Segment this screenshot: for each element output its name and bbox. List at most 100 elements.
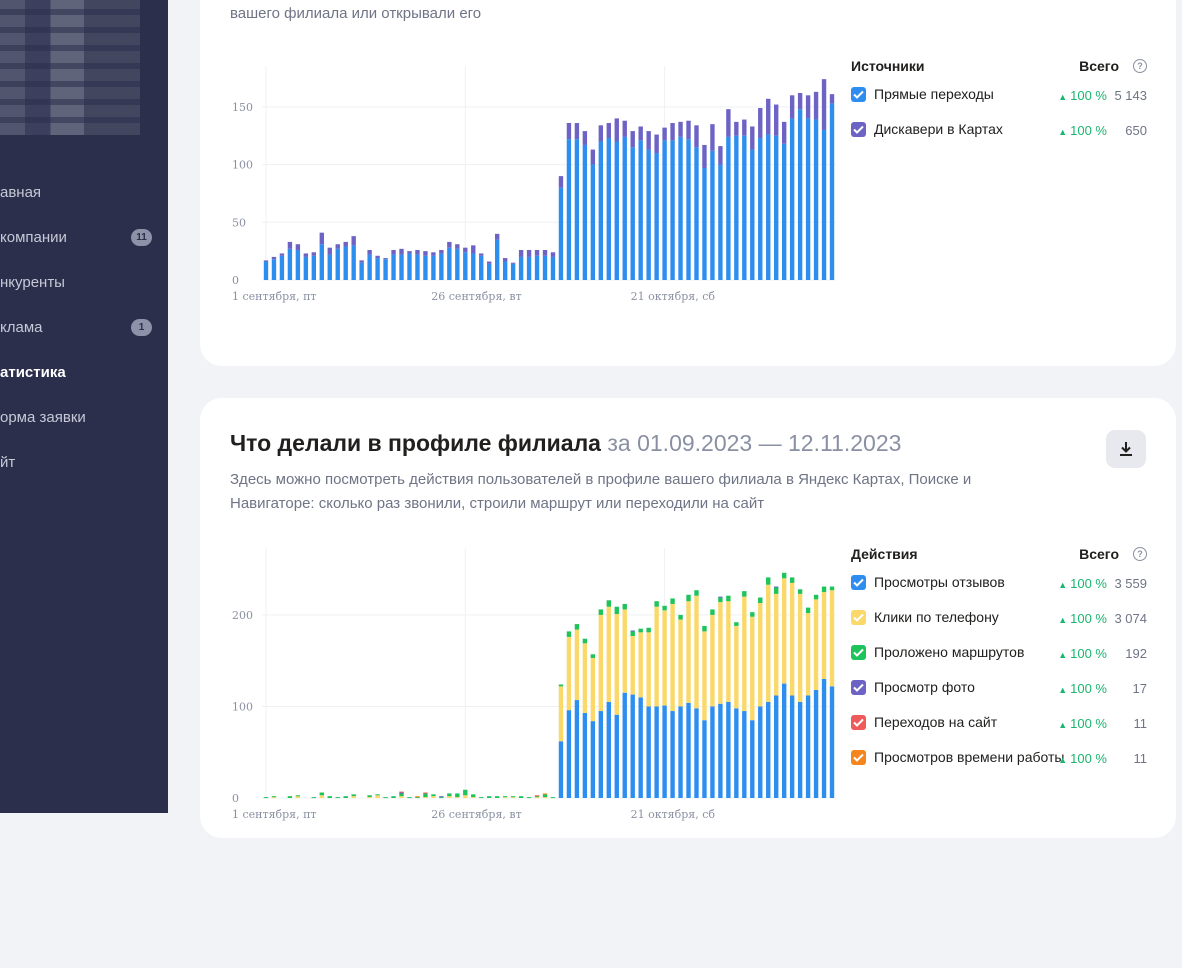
bar-segment[interactable] (383, 258, 387, 259)
bar-segment[interactable] (288, 796, 292, 798)
sidebar-item-request-form[interactable]: орма заявки (0, 395, 168, 440)
bar-segment[interactable] (543, 794, 547, 797)
bar-segment[interactable] (407, 251, 411, 253)
bar-segment[interactable] (423, 251, 427, 256)
bar-segment[interactable] (543, 793, 547, 794)
bar-segment[interactable] (391, 250, 395, 255)
bar-segment[interactable] (511, 796, 515, 797)
bar-segment[interactable] (519, 250, 523, 257)
bar-segment[interactable] (599, 711, 603, 798)
bar-segment[interactable] (726, 702, 730, 798)
bar-segment[interactable] (383, 797, 387, 798)
bar-segment[interactable] (615, 607, 619, 614)
bar-segment[interactable] (344, 247, 348, 280)
bar-segment[interactable] (670, 140, 674, 280)
bar-segment[interactable] (726, 601, 730, 702)
bar-segment[interactable] (710, 706, 714, 798)
bar-segment[interactable] (359, 263, 363, 280)
bar-segment[interactable] (670, 598, 674, 603)
bar-segment[interactable] (718, 704, 722, 798)
bar-segment[interactable] (718, 602, 722, 704)
bar-segment[interactable] (344, 796, 348, 798)
bar-segment[interactable] (790, 118, 794, 280)
bar-segment[interactable] (567, 139, 571, 280)
bar-segment[interactable] (567, 123, 571, 139)
bar-segment[interactable] (535, 256, 539, 280)
bar-segment[interactable] (599, 141, 603, 280)
bar-segment[interactable] (678, 137, 682, 280)
bar-segment[interactable] (646, 706, 650, 798)
bar-segment[interactable] (694, 596, 698, 709)
help-icon[interactable]: ? (1133, 547, 1147, 561)
bar-segment[interactable] (694, 147, 698, 280)
bar-segment[interactable] (742, 591, 746, 596)
bar-segment[interactable] (351, 245, 355, 280)
sidebar-item-advertising[interactable]: клама 1 (0, 305, 168, 350)
bar-segment[interactable] (264, 797, 268, 798)
bar-segment[interactable] (511, 263, 515, 264)
bar-segment[interactable] (686, 139, 690, 280)
bar-segment[interactable] (631, 630, 635, 631)
bar-segment[interactable] (806, 695, 810, 798)
bar-segment[interactable] (312, 797, 316, 798)
bar-segment[interactable] (623, 693, 627, 798)
bar-segment[interactable] (623, 604, 627, 609)
bar-segment[interactable] (607, 600, 611, 606)
bar-segment[interactable] (750, 126, 754, 149)
sidebar-item-competitors[interactable]: нкуренты (0, 260, 168, 305)
bar-segment[interactable] (694, 708, 698, 798)
bar-segment[interactable] (631, 131, 635, 147)
bar-segment[interactable] (447, 242, 451, 248)
bar-segment[interactable] (463, 790, 467, 795)
bar-segment[interactable] (583, 713, 587, 798)
bar-segment[interactable] (575, 624, 579, 629)
bar-segment[interactable] (662, 706, 666, 798)
bar-segment[interactable] (623, 137, 627, 280)
bar-segment[interactable] (798, 594, 802, 702)
bar-segment[interactable] (790, 577, 794, 582)
bar-segment[interactable] (806, 118, 810, 280)
bar-segment[interactable] (750, 150, 754, 280)
bar-segment[interactable] (702, 720, 706, 798)
bar-segment[interactable] (431, 256, 435, 280)
bar-segment[interactable] (662, 140, 666, 280)
bar-segment[interactable] (822, 587, 826, 592)
bar-segment[interactable] (806, 613, 810, 695)
bar-segment[interactable] (782, 122, 786, 144)
bar-segment[interactable] (375, 795, 379, 798)
bar-segment[interactable] (296, 795, 300, 796)
bar-segment[interactable] (296, 244, 300, 250)
checkbox[interactable] (851, 750, 866, 765)
bar-segment[interactable] (320, 244, 324, 280)
bar-segment[interactable] (583, 145, 587, 280)
bar-segment[interactable] (288, 242, 292, 249)
bar-segment[interactable] (423, 793, 427, 797)
sidebar-item-main[interactable]: авная (0, 170, 168, 215)
bar-segment[interactable] (463, 795, 467, 798)
bar-segment[interactable] (288, 249, 292, 280)
bar-segment[interactable] (591, 150, 595, 165)
bar-segment[interactable] (591, 165, 595, 280)
bar-segment[interactable] (750, 617, 754, 720)
bar-segment[interactable] (734, 136, 738, 280)
bar-segment[interactable] (455, 797, 459, 798)
bar-segment[interactable] (575, 630, 579, 700)
bar-segment[interactable] (328, 796, 332, 798)
bar-segment[interactable] (463, 248, 467, 253)
legend-item[interactable]: Просмотр фото ▲ 100 % 17 (851, 671, 1147, 706)
bar-segment[interactable] (702, 626, 706, 631)
bar-segment[interactable] (670, 604, 674, 711)
bar-segment[interactable] (790, 95, 794, 118)
bar-segment[interactable] (503, 258, 507, 261)
bar-segment[interactable] (734, 122, 738, 136)
checkbox[interactable] (851, 645, 866, 660)
bar-segment[interactable] (367, 797, 371, 798)
bar-segment[interactable] (423, 256, 427, 280)
bar-segment[interactable] (559, 176, 563, 188)
bar-segment[interactable] (774, 105, 778, 136)
bar-segment[interactable] (830, 94, 834, 103)
bar-segment[interactable] (439, 796, 443, 797)
bar-segment[interactable] (543, 256, 547, 280)
bar-segment[interactable] (742, 711, 746, 798)
bar-segment[interactable] (296, 250, 300, 280)
